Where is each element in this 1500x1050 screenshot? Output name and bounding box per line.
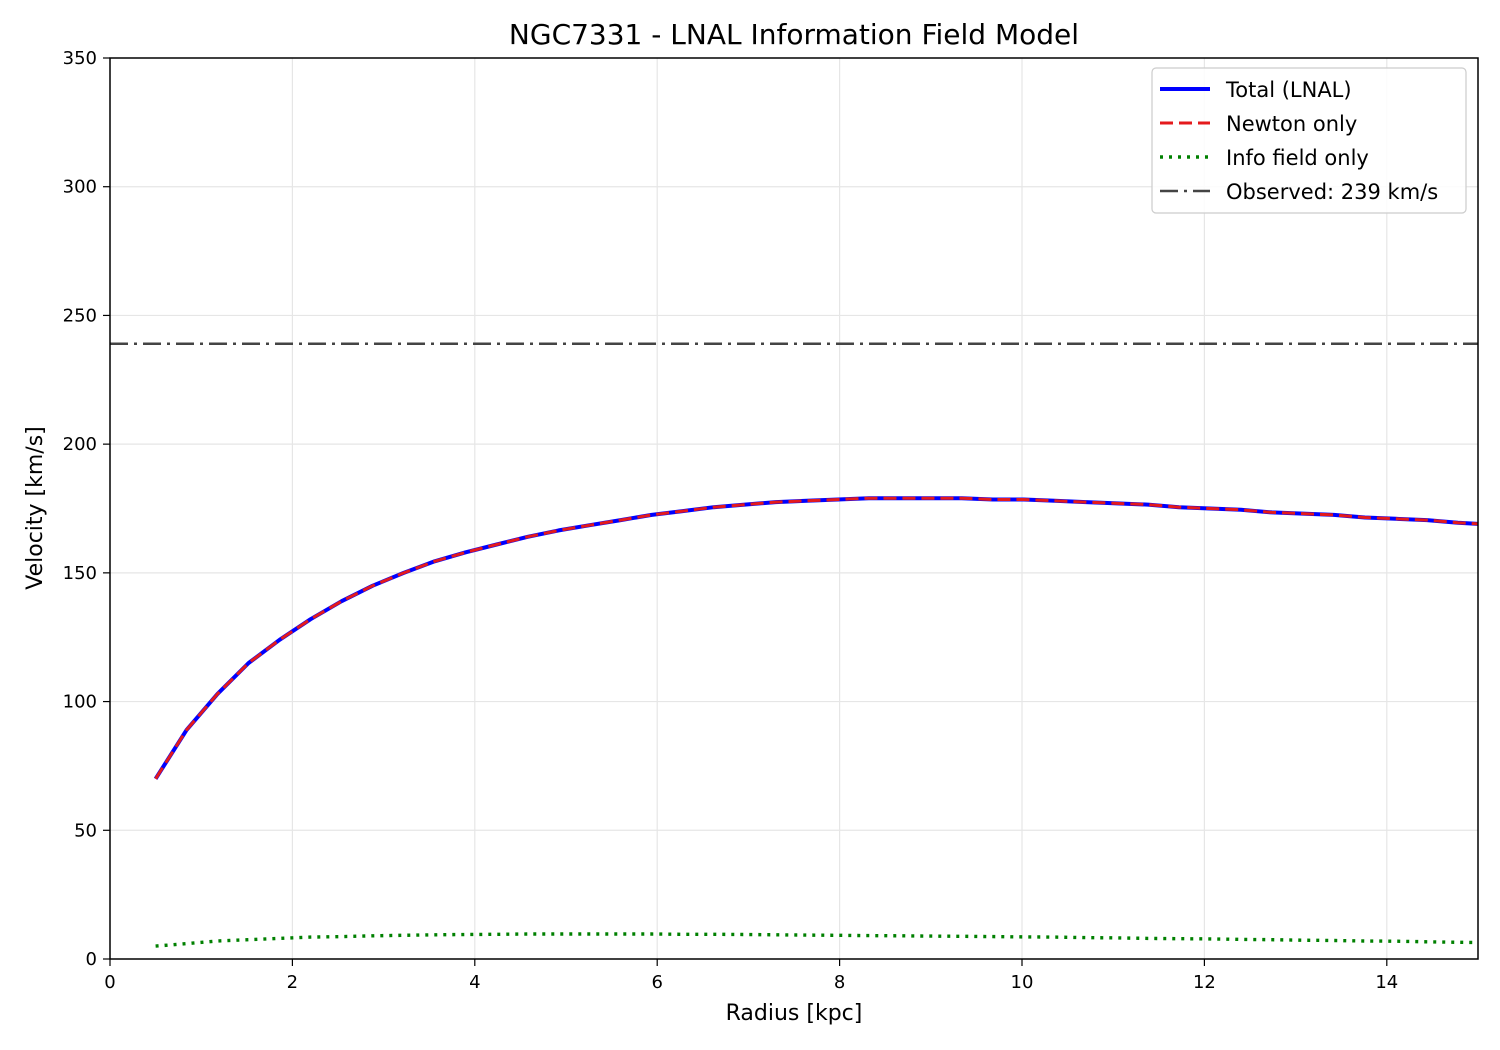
y-tick-label: 100: [63, 692, 97, 713]
x-tick-label: 10: [1011, 972, 1034, 993]
series-line-3: [155, 932, 1479, 948]
x-tick-label: 14: [1375, 972, 1398, 993]
x-tick-label: 12: [1193, 972, 1216, 993]
legend-label: Info field only: [1226, 146, 1369, 170]
x-tick-label: 6: [651, 972, 662, 993]
y-axis-label: Velocity [km/s]: [23, 426, 48, 590]
y-tick-label: 250: [63, 305, 97, 326]
legend-label: Observed: 239 km/s: [1226, 180, 1438, 204]
legend-box: [1151, 67, 1467, 214]
y-tick-label: 0: [86, 949, 97, 970]
y-tick-label: 350: [63, 48, 97, 69]
x-axis-label: Radius [kpc]: [726, 1001, 863, 1026]
x-tick-label: 4: [469, 972, 480, 993]
plot-lines: [110, 342, 1479, 948]
series-line-2: [154, 496, 1479, 780]
grid: [110, 58, 1478, 959]
y-tick-label: 50: [74, 820, 97, 841]
legend-label: Total (LNAL): [1225, 78, 1352, 102]
y-axis: 0 50 100 150 200 250 300 350: [63, 48, 110, 970]
y-tick-label: 300: [63, 177, 97, 198]
x-tick-label: 2: [287, 972, 298, 993]
x-axis: 0 2 4 6 8 10 12 14: [104, 959, 1398, 993]
y-tick-label: 150: [63, 563, 97, 584]
y-tick-label: 200: [63, 434, 97, 455]
x-tick-label: 8: [834, 972, 845, 993]
plot-frame: [109, 57, 1479, 960]
legend: Total (LNAL) Newton only Info field only Ob…: [1151, 67, 1467, 214]
x-tick-label: 0: [104, 972, 115, 993]
chart-title: NGC7331 - LNAL Information Field Model: [509, 18, 1079, 51]
legend-label: Newton only: [1226, 112, 1357, 136]
